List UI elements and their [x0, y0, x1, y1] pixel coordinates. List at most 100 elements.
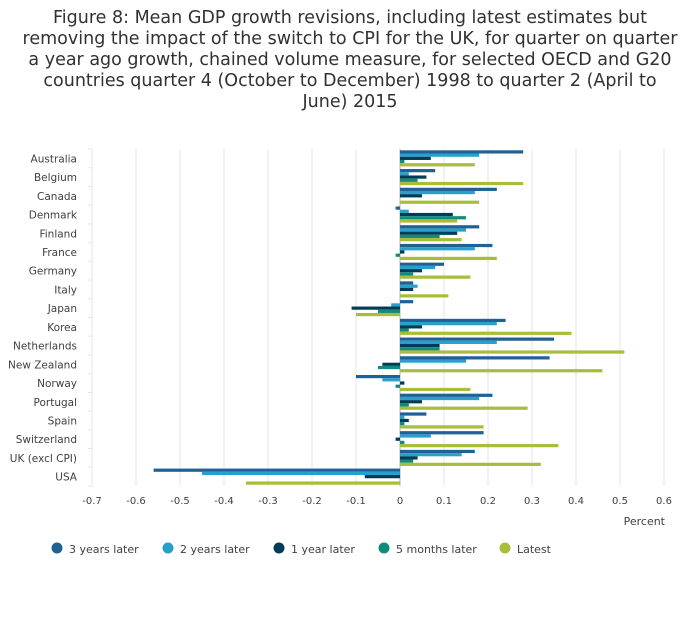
bar — [400, 453, 462, 457]
category-label: Spain — [48, 415, 77, 427]
bar — [400, 212, 453, 217]
bar — [400, 422, 405, 426]
bar — [400, 322, 497, 326]
bar — [356, 374, 400, 379]
legend-label: 3 years later — [69, 543, 139, 556]
bar — [395, 437, 400, 441]
bar — [153, 468, 400, 472]
bar — [400, 150, 524, 154]
bar — [400, 216, 466, 220]
legend-item[interactable]: 2 years later — [162, 542, 251, 557]
legend-label: 5 months later — [396, 543, 477, 556]
bar — [400, 456, 418, 460]
bar — [400, 294, 449, 298]
bar — [400, 425, 484, 429]
bar — [400, 178, 418, 182]
legend-marker — [378, 542, 390, 554]
bar — [202, 471, 400, 476]
legend-marker — [51, 542, 63, 554]
bar — [395, 384, 400, 388]
category-label: Denmark — [29, 210, 78, 222]
legend-marker — [499, 542, 511, 554]
bar — [400, 356, 550, 360]
category-label: Germany — [29, 266, 77, 278]
bar — [400, 462, 541, 466]
legend-label: Latest — [517, 543, 552, 556]
bar — [400, 219, 458, 223]
bar — [400, 190, 475, 195]
legend-item[interactable]: Latest — [499, 542, 552, 557]
gridlines — [88, 148, 665, 487]
bar — [391, 303, 400, 307]
bar — [364, 475, 400, 479]
x-tick-label: 0.2 — [480, 496, 496, 507]
bar — [400, 209, 409, 213]
bar — [400, 440, 405, 445]
bar — [246, 481, 400, 485]
bar — [400, 228, 466, 232]
category-label: Australia — [31, 153, 77, 165]
bar — [356, 312, 400, 317]
category-label: Italy — [54, 284, 77, 296]
x-tick-label: 0.3 — [524, 496, 540, 507]
bar — [400, 331, 572, 335]
x-tick-label: 0.1 — [436, 496, 452, 507]
bar — [400, 444, 559, 448]
bar — [400, 343, 440, 348]
bar — [400, 337, 554, 341]
chart-title: Figure 8: Mean GDP growth revisions, inc… — [22, 8, 678, 112]
bar — [400, 396, 480, 401]
bar — [400, 369, 603, 373]
bar — [400, 418, 409, 423]
bar — [400, 153, 480, 157]
bar — [378, 309, 400, 313]
legend: 3 years later 2 years later 1 year later 5 … — [51, 542, 552, 557]
legend-label: 2 years later — [180, 543, 250, 556]
bar — [400, 272, 414, 276]
category-label: Switzerland — [16, 434, 77, 446]
x-tick-label: 0.5 — [612, 496, 628, 507]
bar — [400, 325, 422, 329]
bar — [400, 403, 409, 407]
bar — [400, 269, 422, 273]
legend-item[interactable]: 5 months later — [378, 542, 478, 557]
x-tick-label: 0 — [397, 496, 403, 507]
x-tick-labels: -0.7 -0.6 -0.5 -0.4 -0.3 -0.2 -0.1 0 0.1 0.2 0.3 0.… — [82, 496, 672, 507]
bar — [400, 350, 625, 354]
bar — [400, 250, 405, 254]
bar — [400, 225, 480, 229]
x-axis-title: Percent — [624, 515, 666, 528]
bar — [400, 172, 409, 176]
bar — [400, 200, 480, 204]
bar — [400, 387, 471, 392]
legend-item[interactable]: 3 years later — [51, 542, 140, 557]
bar — [400, 300, 414, 304]
bar — [382, 362, 400, 366]
category-label: UK (excl CPI) — [10, 453, 77, 465]
category-label: Japan — [47, 303, 77, 315]
bar — [400, 449, 475, 454]
category-label: Korea — [47, 322, 77, 334]
bar — [400, 347, 440, 351]
bar — [400, 359, 466, 363]
x-tick-label: -0.7 — [82, 496, 102, 507]
bar — [400, 234, 440, 239]
bar — [351, 306, 400, 310]
category-label: New Zealand — [8, 359, 77, 371]
x-tick-label: 0.6 — [656, 496, 672, 507]
x-tick-label: -0.4 — [214, 496, 234, 507]
bar — [400, 281, 414, 285]
bar — [400, 287, 414, 292]
bar — [400, 231, 458, 235]
bar — [400, 459, 414, 463]
bar — [400, 175, 427, 179]
bar — [400, 163, 475, 167]
category-label: Belgium — [34, 172, 77, 184]
bar — [400, 187, 497, 191]
category-label: Portugal — [34, 397, 78, 409]
x-tick-label: 0.4 — [568, 496, 584, 507]
bar — [400, 238, 462, 242]
x-tick-label: -0.2 — [302, 496, 322, 507]
legend-item[interactable]: 1 year later — [273, 542, 356, 557]
bar — [400, 328, 409, 332]
